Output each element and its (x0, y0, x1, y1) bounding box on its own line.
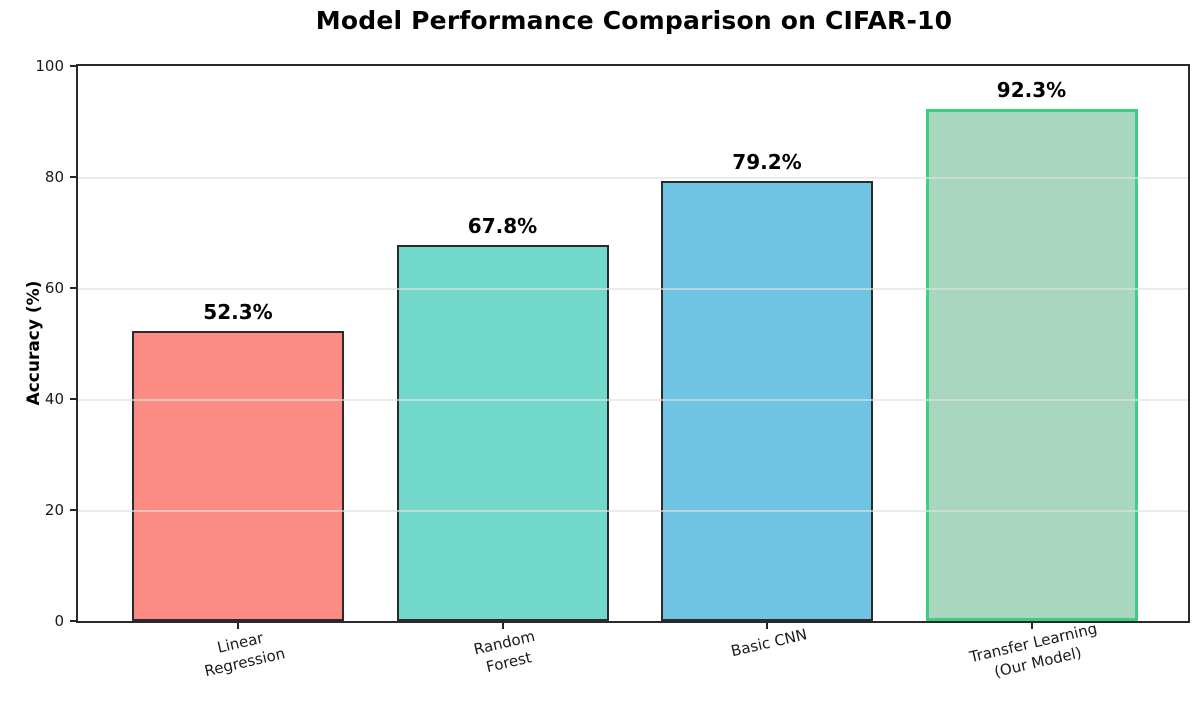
y-tick (70, 176, 77, 178)
y-tick-label: 100 (35, 57, 64, 75)
y-tick-label: 40 (44, 390, 64, 408)
x-tick (1030, 623, 1033, 629)
y-tick-label: 80 (44, 168, 64, 186)
y-tick (70, 509, 77, 511)
y-tick-label: 0 (54, 612, 64, 630)
y-tick (70, 65, 77, 67)
bar-value-label: 52.3% (203, 299, 273, 324)
bar-value-label: 67.8% (467, 213, 538, 238)
y-tick-label: 60 (44, 279, 64, 297)
x-tick (766, 623, 768, 629)
y-tick (70, 398, 77, 400)
x-category-label: Basic CNN (729, 625, 809, 661)
plot-inner: 52.3% 67.8% 79.2% 92.3% (78, 66, 1188, 621)
y-tick (70, 287, 77, 289)
x-tick (237, 623, 239, 629)
x-tick (501, 623, 504, 629)
plot-area: 52.3% 67.8% 79.2% 92.3% (76, 64, 1190, 623)
y-tick-label: 20 (44, 501, 64, 519)
bar-value-label: 92.3% (996, 77, 1067, 102)
x-category-label: Linear Regression (202, 628, 287, 681)
bar-2 (661, 181, 873, 621)
bar-0 (132, 330, 344, 621)
bar-1 (396, 244, 609, 621)
chart-title: Model Performance Comparison on CIFAR-10 (315, 6, 953, 35)
y-tick (70, 620, 77, 622)
x-category-label: Transfer Learning (Our Model) (968, 619, 1100, 682)
bar-value-label: 79.2% (732, 150, 802, 175)
bar-highlighted-3 (925, 108, 1138, 621)
x-category-label: Random Forest (472, 626, 538, 677)
